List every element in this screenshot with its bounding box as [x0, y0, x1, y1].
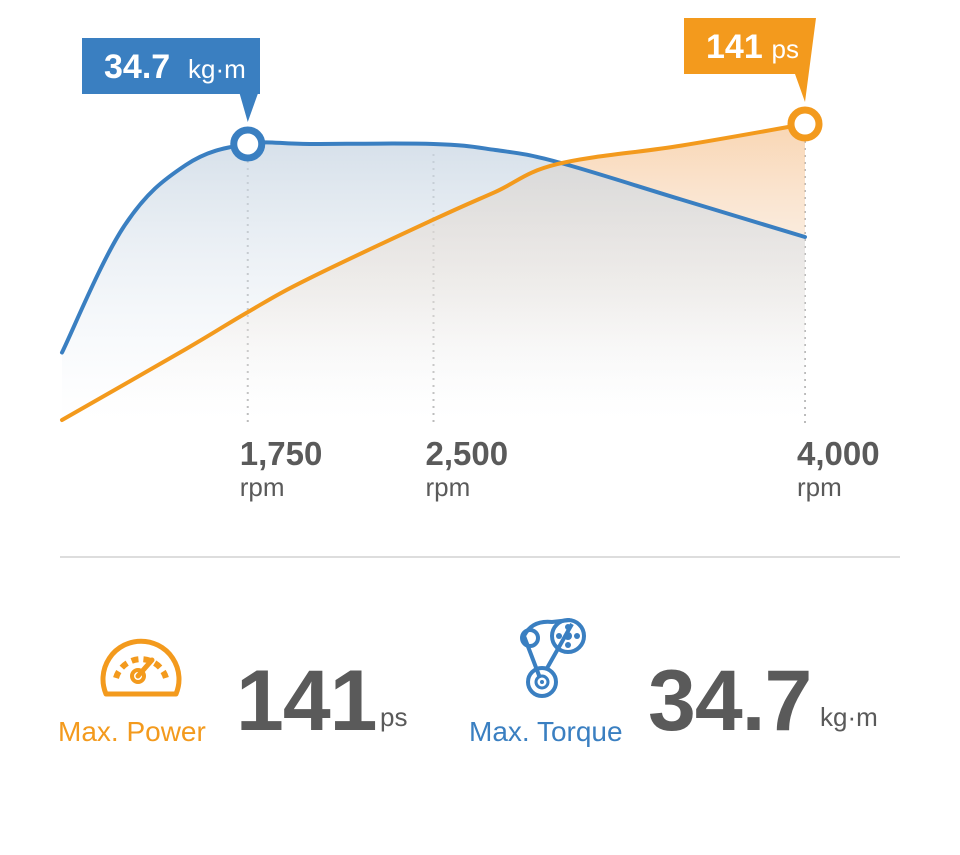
torque-curve: [60, 140, 807, 355]
x-tick-label: 1,750: [240, 435, 323, 472]
max-power-stat: Max. Power 141 ps: [0, 600, 480, 780]
power-peak-unit: ps: [772, 34, 799, 64]
belt-pulley-icon: [520, 618, 586, 698]
section-divider: [60, 556, 900, 558]
max-power-unit: ps: [380, 702, 408, 732]
x-tick-label: 4,000: [797, 435, 880, 472]
power-peak-value: 141: [706, 28, 763, 66]
speedometer-icon: [100, 638, 182, 697]
torque-peak-unit: kg·m: [188, 54, 246, 84]
torque-peak-marker: [230, 126, 266, 162]
x-tick-unit: rpm: [426, 472, 471, 502]
torque-area: [62, 142, 805, 421]
power-curve: [60, 122, 807, 422]
x-tick-label: 2,500: [426, 435, 509, 472]
x-tick-unit: rpm: [240, 472, 285, 502]
power-peak-marker: [787, 106, 823, 142]
torque-peak-callout: [82, 38, 260, 122]
max-power-value: 141: [236, 653, 377, 749]
power-peak-callout: [684, 18, 816, 103]
max-torque-unit: kg·m: [820, 702, 878, 732]
max-torque-value: 34.7: [648, 653, 812, 749]
max-torque-caption: Max. Torque: [469, 716, 623, 747]
torque-peak-value: 34.7: [104, 48, 170, 86]
max-power-caption: Max. Power: [58, 716, 206, 747]
max-torque-stat: Max. Torque 34.7 kg·m: [0, 600, 960, 780]
x-tick-unit: rpm: [797, 472, 842, 502]
